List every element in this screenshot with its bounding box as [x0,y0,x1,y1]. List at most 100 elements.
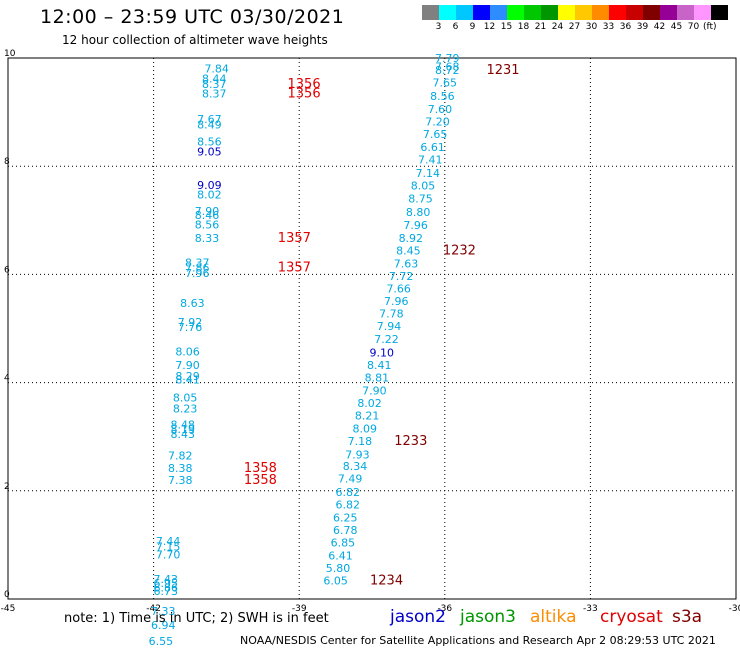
color-scale-cell [592,5,609,20]
color-scale-label: 27 [568,22,581,32]
y-tick-label: 10 [4,49,16,59]
pass-time-label: 1358 [244,461,277,476]
wave-height-label: 8.19 [170,423,195,436]
pass-time-label: 1234 [370,573,403,588]
color-scale-label: 24 [551,22,564,32]
wave-height-label: 7.65 [433,77,458,90]
wave-height-label: 7.67 [197,113,222,126]
color-scale-cell [541,5,558,20]
y-tick-label: 8 [4,157,10,167]
color-scale-label: 21 [534,22,547,32]
color-scale-cell [677,5,694,20]
page-title: 12:00 – 23:59 UTC 03/30/2021 [40,6,345,28]
wave-height-label: 7.76 [178,321,203,334]
x-tick-label: -36 [437,604,452,614]
color-scale-cell [490,5,507,20]
wave-height-label: 8.56 [195,218,220,231]
pass-time-label: 1356 [288,77,321,92]
wave-height-label: 9.05 [197,145,222,158]
wave-height-label: 6.82 [335,499,360,512]
legend-item-jason2: jason2 [390,607,446,627]
wave-height-label: 8.33 [195,232,220,245]
wave-height-label: 7.84 [204,63,229,76]
wave-height-label: 6.85 [331,537,356,550]
wave-height-label: 8.21 [355,409,380,422]
wave-height-label: 7.96 [185,267,210,280]
wave-height-label: 7.43 [153,573,178,586]
color-scale-cell [439,5,456,20]
wave-height-label: 8.05 [411,179,436,192]
wave-height-label: 7.38 [168,474,193,487]
wave-height-label: 8.56 [430,90,455,103]
wave-height-label: 7.44 [156,535,181,548]
legend-item-jason3: jason3 [460,607,516,627]
x-tick-label: -45 [1,604,16,614]
color-scale-label: 9 [469,22,476,32]
page-subtitle: 12 hour collection of altimeter wave hei… [62,33,328,47]
color-scale-cell [558,5,575,20]
wave-height-label: 7.90 [362,385,387,398]
color-scale-label: 18 [517,22,530,32]
wave-height-label: 6.82 [335,486,360,499]
wave-height-label: 8.37 [202,87,227,100]
wave-height-label: 7.33 [151,605,176,618]
pass-time-label: 1233 [394,434,427,449]
color-scale-label: 6 [452,22,459,32]
x-tick-label: -33 [583,604,598,614]
color-scale-label: 3 [435,22,442,32]
color-scale-cell [507,5,524,20]
legend-item-cryosat: cryosat [600,607,663,627]
wave-height-label: 6.95 [153,577,178,590]
color-scale-label: 70 [687,22,700,32]
wave-height-label: 7.60 [428,103,453,116]
pass-time-label: 1231 [486,63,519,78]
footer-note: note: 1) Time is in UTC; 2) SWH is in fe… [64,611,329,626]
color-scale-label: 45 [670,22,683,32]
wave-height-label: 6.05 [323,574,348,587]
wave-height-label: 7.18 [348,435,373,448]
color-scale-label: 33 [602,22,615,32]
wave-height-label: 8.92 [399,232,424,245]
wave-height-label: 7.94 [377,320,402,333]
color-scale-label: 42 [653,22,666,32]
wave-height-label: 8.80 [406,206,431,219]
wave-height-label: 8.09 [352,422,377,435]
wave-height-label: 8.29 [175,370,200,383]
color-scale-label: 15 [500,22,513,32]
color-scale-cell [643,5,660,20]
wave-height-label: 8.44 [202,72,227,85]
wave-height-label: 7.90 [195,205,220,218]
wave-height-label: 6.55 [149,635,174,648]
color-scale-bar [422,5,728,20]
color-scale-cell [626,5,643,20]
wave-height-label: 7.65 [423,128,448,141]
wave-height-label: 6.86 [153,581,178,594]
wave-height-label: 6.94 [151,619,176,632]
color-scale-cell [694,5,711,20]
color-scale-cell [609,5,626,20]
wave-height-label: 7.78 [379,308,404,321]
wave-height-label: 7.20 [425,116,450,129]
wave-height-label: 8.05 [173,392,198,405]
wave-height-label: 7.22 [374,333,399,346]
pass-time-label: 1356 [288,86,321,101]
x-tick-label: -42 [146,604,161,614]
wave-height-label: 8.02 [357,397,382,410]
wave-height-label: 8.34 [343,460,368,473]
wave-height-label: 7.15 [156,540,181,553]
y-tick-label: 0 [4,590,10,600]
wave-height-label: 9.09 [197,179,222,192]
wave-height-label: 8.41 [367,359,392,372]
wave-height-label: 5.80 [326,562,351,575]
wave-height-label: 7.66 [386,282,411,295]
wave-height-label: 7.72 [389,270,414,283]
wave-height-label: 8.41 [175,374,200,387]
plot-frame [7,57,737,600]
color-scale-cell [524,5,541,20]
legend-item-s3a: s3a [672,607,703,627]
wave-height-label: 8.63 [180,297,205,310]
wave-height-label: 8.72 [435,64,460,77]
wave-height-label: 7.96 [384,295,409,308]
pass-time-label: 1357 [278,231,311,246]
